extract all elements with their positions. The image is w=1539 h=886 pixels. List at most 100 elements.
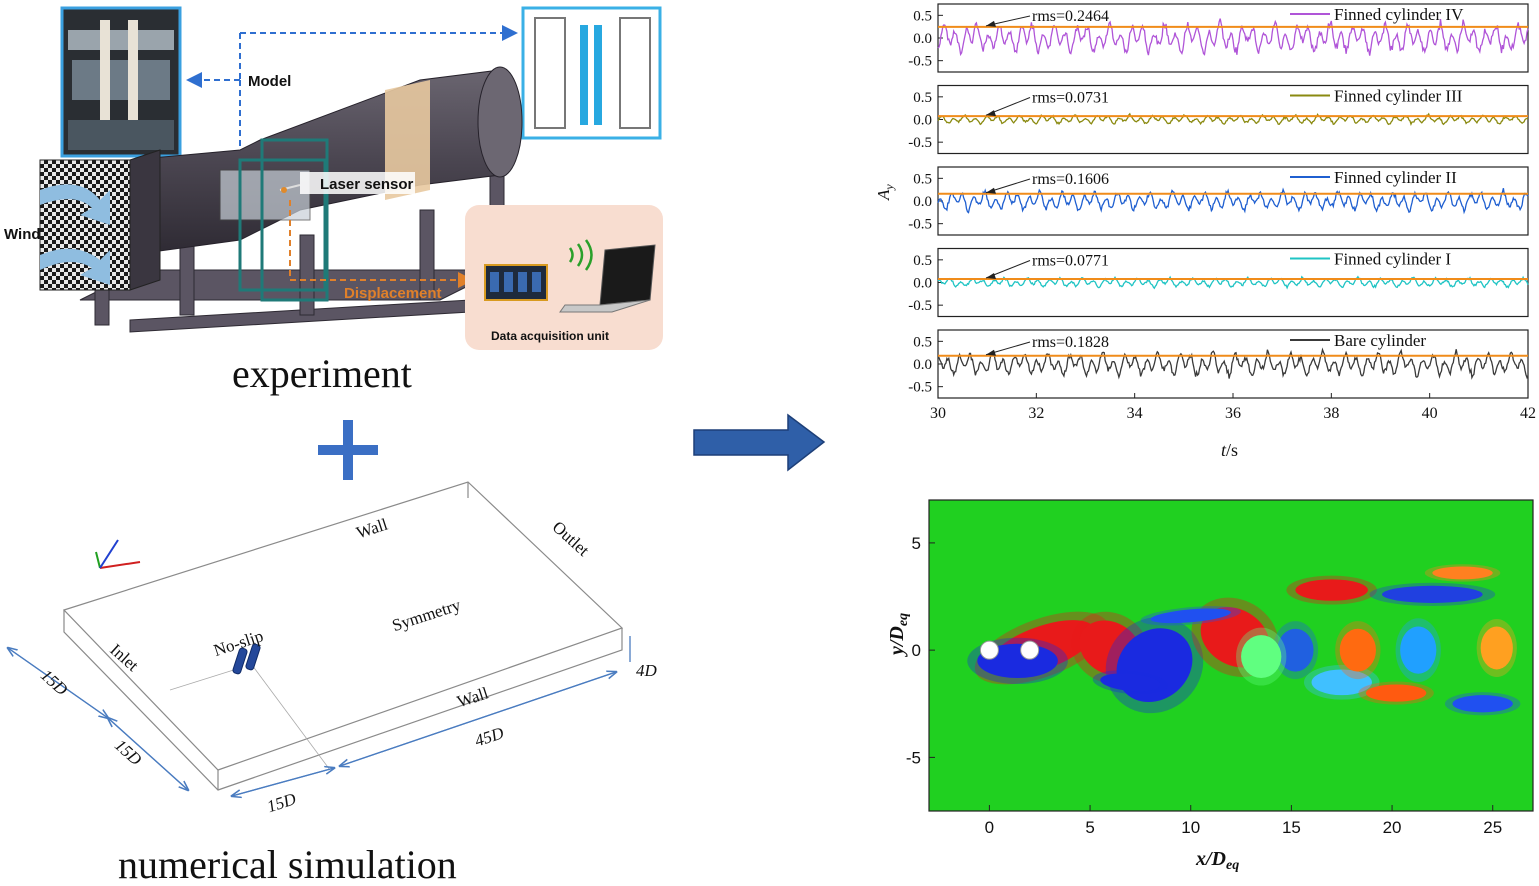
x-tick-label: 15 [1282, 818, 1301, 837]
y-tick-label: -0.5 [908, 217, 932, 233]
outlet-label: Outlet [549, 517, 593, 560]
dim-45d: 45D [472, 723, 506, 750]
x-tick-label: 25 [1483, 818, 1502, 837]
y-tick-label: 0 [912, 641, 921, 660]
panel-2: 0.5 0.0 -0.5 rms=0.1606 Finned cylinder II [908, 166, 1529, 236]
flow-arrow-icon [693, 413, 826, 472]
series-line [937, 187, 1529, 215]
series-line [937, 347, 1529, 380]
simulation-domain [62, 481, 624, 791]
rms-label: rms=0.0731 [1032, 90, 1109, 107]
vorticity-field [967, 564, 1521, 716]
vortex-blob [1241, 635, 1282, 679]
y-tick-label: 0.5 [913, 171, 932, 187]
rms-arrow-head [986, 349, 996, 356]
rms-arrow-head [986, 273, 996, 280]
vortex-blob [1382, 585, 1483, 603]
panel-0: 0.5 0.0 -0.5 rms=0.2464 Finned cylinder IV [908, 3, 1529, 73]
inlet-label: Inlet [106, 640, 142, 675]
x-tick-label: 34 [1127, 405, 1143, 422]
y-tick-label: 0.0 [913, 31, 932, 47]
rms-label: rms=0.0771 [1032, 253, 1109, 270]
y-tick-label: -0.5 [908, 135, 932, 151]
rms-arrow-head [986, 20, 996, 27]
y-tick-label: 0.5 [913, 90, 932, 106]
y-tick-label: -0.5 [908, 298, 932, 314]
displacement-label: Displacement [344, 285, 442, 302]
plus-sign [318, 420, 378, 480]
legend-label: Finned cylinder I [1334, 250, 1451, 269]
x-tick-label: 30 [930, 405, 946, 422]
rms-label: rms=0.1606 [1032, 171, 1109, 188]
vortex-blob [1295, 579, 1368, 601]
vorticity-ylabel: y/Deq [886, 613, 911, 657]
wall-top-label: Wall [354, 515, 390, 543]
daq-label: Data acquisition unit [491, 329, 609, 343]
series-line [937, 18, 1529, 57]
timeseries-ylabel: Ay [874, 184, 896, 201]
cylinder-model-icon [232, 643, 261, 675]
model-photo [60, 6, 182, 158]
experiment-caption: experiment [232, 351, 412, 396]
dimension-lines [8, 636, 631, 796]
panel-1: 0.5 0.0 -0.5 rms=0.0731 Finned cylinder III [908, 84, 1529, 155]
x-tick-label: 42 [1520, 405, 1536, 422]
timeseries-x-axis: 30 32 34 36 38 40 42 [930, 393, 1536, 422]
model-label: Model [248, 73, 291, 90]
vortex-blob [1365, 684, 1427, 702]
vortex-blob [1100, 673, 1161, 692]
timeseries-xlabel: t/s [1221, 440, 1238, 460]
y-tick-label: 0.5 [913, 253, 932, 269]
dim-4d: 4D [636, 661, 658, 680]
vorticity-xlabel: x/Deq [1195, 848, 1239, 873]
vortex-blob [1432, 566, 1493, 580]
y-tick-label: 0.5 [913, 334, 932, 350]
daq-box [465, 205, 663, 350]
vorticity-chart: 0 5 10 15 20 25 5 0 -5 x/Deq y/Deq [886, 499, 1534, 873]
vorticity-axes: 0 5 10 15 20 25 5 0 -5 [906, 534, 1502, 837]
y-tick-label: 0.0 [913, 194, 932, 210]
vortex-blob [1400, 626, 1437, 674]
vortex-blob [1452, 695, 1513, 713]
y-tick-label: 5 [912, 534, 921, 553]
y-tick-label: 0.5 [913, 8, 932, 24]
y-tick-label: -0.5 [908, 54, 932, 70]
panel-frame [937, 329, 1529, 399]
series-line [937, 275, 1529, 290]
cylinder-marker [979, 640, 999, 660]
vortex-blob [1480, 626, 1513, 670]
legend-label: Bare cylinder [1334, 331, 1426, 350]
wind-label: Wind [4, 226, 41, 243]
x-tick-label: 0 [985, 818, 994, 837]
vortex-blob [1339, 628, 1376, 672]
laser-frame [238, 138, 329, 302]
vortex-blob [1277, 628, 1314, 672]
vortex-blob [1150, 608, 1231, 624]
dim-15d-a: 15D [37, 665, 72, 699]
axis-triad-icon [95, 539, 141, 569]
dim-15d-c: 15D [265, 789, 299, 816]
rms-label: rms=0.2464 [1032, 8, 1109, 25]
x-tick-label: 38 [1323, 405, 1339, 422]
x-tick-label: 5 [1085, 818, 1094, 837]
rms-arrow-head [986, 110, 996, 117]
x-tick-label: 40 [1422, 405, 1438, 422]
y-tick-label: 0.0 [913, 357, 932, 373]
x-tick-label: 20 [1383, 818, 1402, 837]
dim-15d-b: 15D [111, 735, 146, 769]
rms-arrow-head [986, 187, 996, 194]
panel-3: 0.5 0.0 -0.5 rms=0.0771 Finned cylinder I [908, 247, 1529, 318]
vortex-blob [1311, 669, 1372, 696]
legend-label: Finned cylinder II [1334, 168, 1457, 187]
y-tick-label: 0.0 [913, 276, 932, 292]
simulation-caption: numerical simulation [118, 842, 457, 886]
panel-4: 0.5 0.0 -0.5 rms=0.1828 Bare cylinder [908, 329, 1529, 399]
y-tick-label: -5 [906, 748, 921, 767]
wall-bottom-label: Wall [455, 683, 491, 711]
panel-frame [937, 247, 1529, 318]
legend-label: Finned cylinder IV [1334, 5, 1464, 24]
model-drawing [521, 6, 662, 140]
